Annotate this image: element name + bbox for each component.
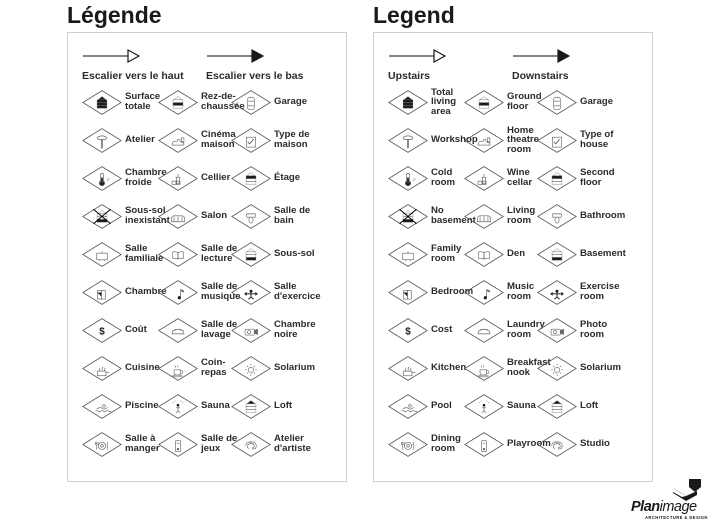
svg-text:$: $ — [405, 326, 411, 337]
svg-text:$: $ — [99, 326, 105, 337]
svg-text:2°: 2° — [107, 177, 111, 182]
svg-text:2°: 2° — [413, 177, 417, 182]
